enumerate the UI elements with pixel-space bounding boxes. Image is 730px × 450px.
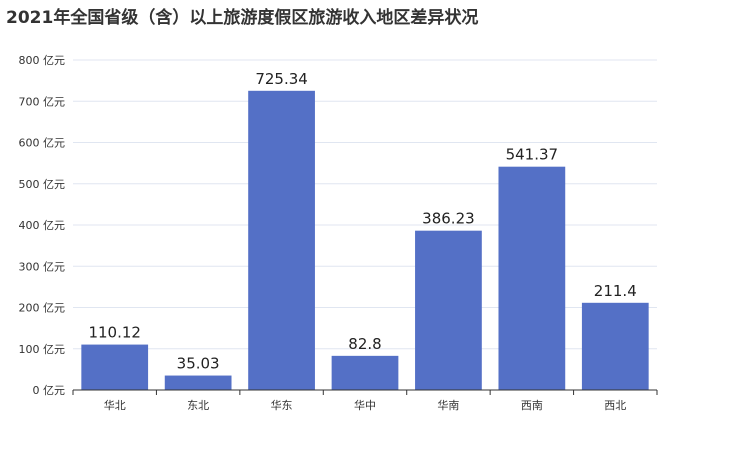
y-tick-label: 300 亿元 [19, 260, 66, 273]
y-tick-label: 700 亿元 [19, 95, 66, 108]
y-tick-label: 400 亿元 [19, 219, 66, 232]
bar [331, 355, 399, 390]
axes [72, 389, 658, 395]
y-tick-label: 500 亿元 [19, 178, 66, 191]
data-label: 541.37 [506, 146, 559, 164]
x-tick-label: 东北 [187, 399, 209, 412]
x-tick-label: 华中 [354, 398, 376, 412]
bars [81, 90, 649, 391]
y-tick-label: 0 亿元 [33, 384, 66, 397]
y-tick-label: 800 亿元 [19, 54, 66, 67]
bar [164, 375, 232, 390]
grid-lines [73, 59, 657, 350]
x-tick-label: 西南 [521, 399, 543, 412]
bar [81, 344, 149, 390]
x-tick-label: 华南 [437, 398, 459, 412]
data-label: 82.8 [348, 335, 381, 353]
data-label: 110.12 [88, 324, 141, 342]
bar [248, 90, 315, 391]
x-tick-label: 华北 [104, 398, 126, 412]
data-label: 35.03 [177, 355, 220, 373]
data-label: 211.4 [594, 282, 637, 300]
y-tick-label: 100 亿元 [19, 343, 66, 356]
y-tick-label: 600 亿元 [19, 137, 66, 150]
bar [415, 230, 482, 390]
y-tick-label: 200 亿元 [19, 302, 66, 315]
x-tick-label: 西北 [604, 399, 626, 412]
bar [498, 166, 566, 390]
chart-title: 2021年全国省级（含）以上旅游度假区旅游收入地区差异状况 [6, 8, 479, 28]
bar [581, 302, 649, 390]
labels: 0 亿元 100 亿元 200 亿元 300 亿元 400 亿元 500 亿元 600 亿元… [19, 54, 637, 412]
x-tick-label: 华东 [271, 398, 293, 412]
data-label: 386.23 [422, 210, 475, 228]
data-label: 725.34 [255, 70, 308, 88]
